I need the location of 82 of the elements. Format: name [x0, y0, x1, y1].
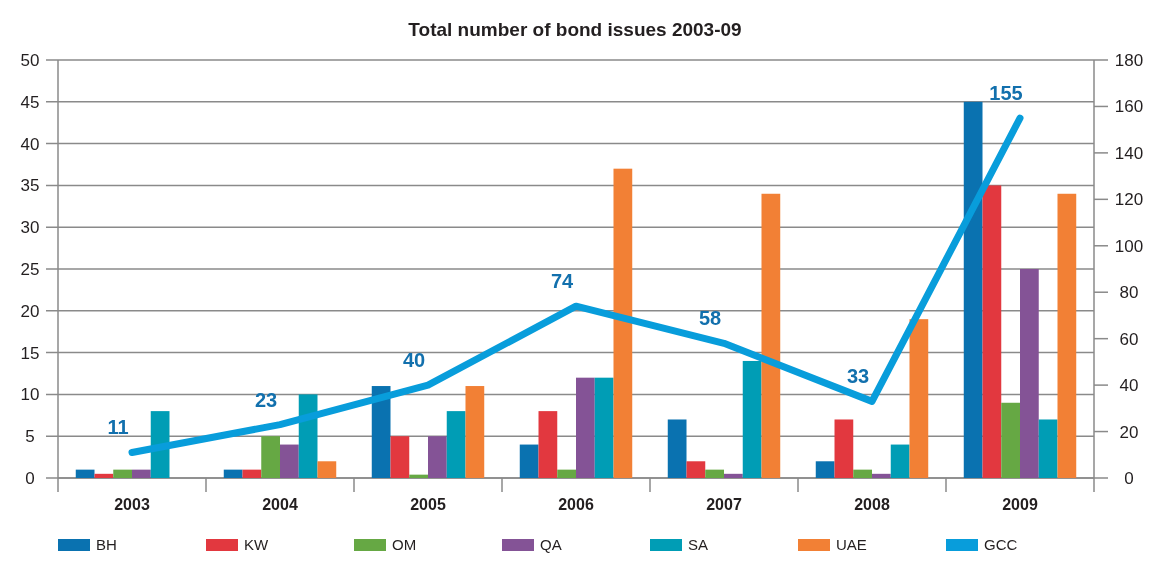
bar [94, 473, 114, 478]
y-tick-label: 0 [25, 468, 35, 488]
legend-label: SA [688, 536, 709, 553]
bar [280, 444, 299, 478]
y-tick-label: 5 [25, 427, 35, 447]
y2-tick-label: 180 [1114, 50, 1144, 70]
y-tick-label: 15 [20, 343, 40, 363]
bar [613, 168, 633, 478]
bar [1038, 419, 1058, 478]
data-label: 58 [698, 307, 722, 330]
bar [594, 377, 614, 478]
bar [75, 469, 95, 478]
y-tick-label: 10 [20, 385, 40, 405]
y2-tick-label: 0 [1124, 468, 1134, 488]
bar [686, 461, 706, 478]
bar [428, 436, 447, 478]
bar [982, 185, 1002, 478]
bar [242, 469, 262, 478]
y2-tick-label: 140 [1114, 143, 1144, 163]
y-tick-label: 45 [20, 92, 40, 112]
bar [1057, 193, 1077, 478]
legend-label: UAE [836, 536, 867, 553]
bar [317, 461, 337, 478]
data-label: 11 [107, 416, 129, 439]
x-tick-label: 2006 [558, 496, 594, 513]
y2-tick-label: 40 [1119, 376, 1139, 396]
x-tick-label: 2005 [410, 496, 446, 513]
x-tick-label: 2008 [854, 496, 890, 513]
data-label: 155 [989, 82, 1023, 105]
x-tick-label: 2009 [1002, 496, 1038, 513]
bar [390, 436, 410, 478]
y2-tick-label: 60 [1119, 329, 1139, 349]
bar [557, 469, 576, 478]
x-tick-label: 2007 [706, 496, 742, 513]
bar [409, 474, 428, 478]
bar [742, 360, 762, 478]
y-tick-label: 40 [20, 134, 40, 154]
bar [446, 411, 466, 478]
bar [1020, 269, 1039, 478]
bar [724, 473, 743, 478]
legend-label: BH [96, 536, 117, 553]
y-tick-label: 50 [20, 50, 40, 70]
y-tick-label: 30 [20, 218, 40, 238]
bar [576, 377, 595, 478]
bar [1001, 402, 1020, 478]
bar [761, 193, 781, 478]
legend-label: QA [540, 536, 562, 553]
bar [371, 386, 391, 478]
bar [963, 101, 983, 478]
y2-tick-label: 120 [1114, 190, 1144, 210]
data-label: 23 [254, 388, 278, 411]
bar [853, 469, 872, 478]
x-tick-label: 2004 [262, 496, 298, 513]
bar [890, 444, 910, 478]
bar [538, 411, 558, 478]
chart-title: Total number of bond issues 2003-09 [408, 19, 742, 40]
y-tick-label: 20 [20, 301, 40, 321]
bar [872, 473, 891, 478]
bar [815, 461, 835, 478]
data-label: 33 [846, 365, 870, 388]
bar [223, 469, 243, 478]
bar [113, 469, 132, 478]
y2-tick-label: 80 [1119, 283, 1139, 303]
bar [132, 469, 151, 478]
bar [519, 444, 539, 478]
data-label: 40 [402, 349, 426, 372]
y2-tick-label: 160 [1114, 97, 1144, 117]
bar [465, 386, 485, 478]
y-tick-label: 35 [20, 176, 40, 196]
y-tick-label: 25 [20, 259, 40, 279]
legend-label: GCC [984, 536, 1018, 553]
legend-label: OM [392, 536, 417, 553]
data-label: 74 [550, 270, 574, 293]
bar [909, 319, 929, 478]
bar [261, 436, 280, 478]
y2-tick-label: 100 [1114, 236, 1144, 256]
bar [834, 419, 854, 478]
bar [705, 469, 724, 478]
legend-label: KW [244, 536, 269, 553]
x-tick-label: 2003 [114, 496, 150, 513]
bar [667, 419, 687, 478]
y2-tick-label: 20 [1119, 422, 1139, 442]
